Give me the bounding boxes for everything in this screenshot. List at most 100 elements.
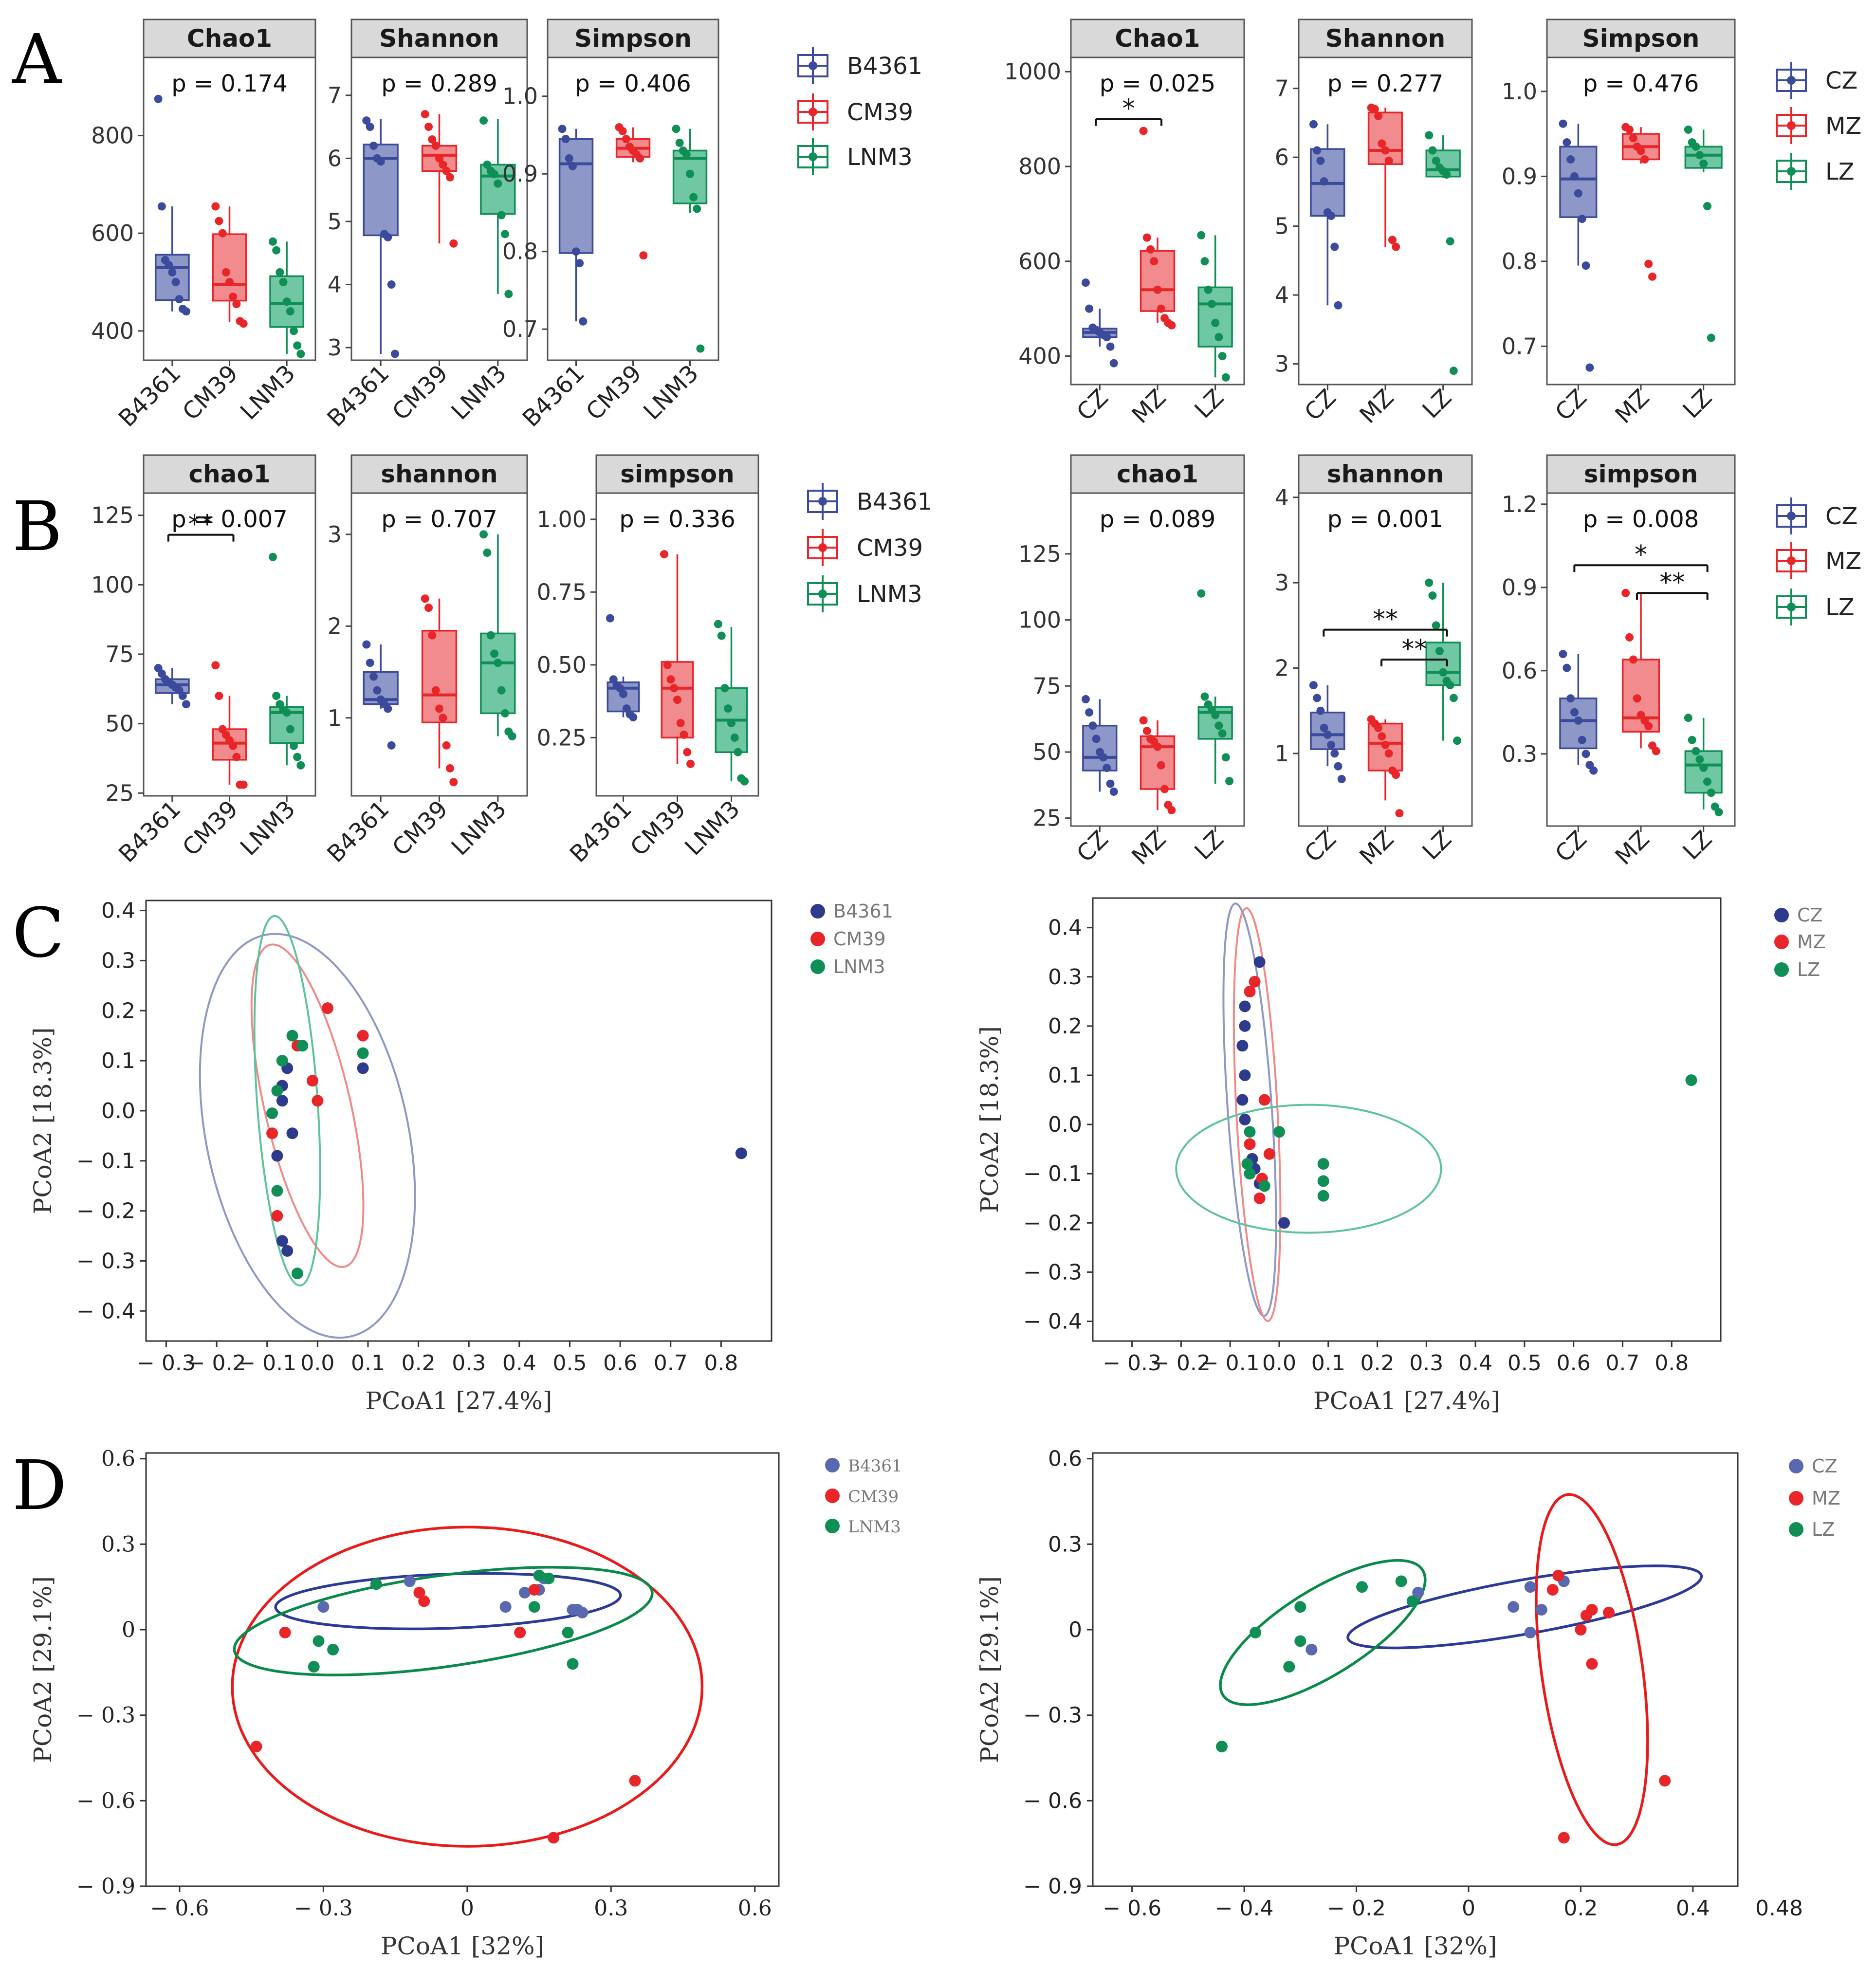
p-value: p = 0.277 — [1327, 70, 1444, 97]
x-tick-label: MZ — [1610, 826, 1655, 870]
data-point — [272, 692, 281, 700]
data-point — [445, 764, 454, 772]
x-tick-label: 0.6 — [738, 1896, 772, 1921]
data-point — [1684, 714, 1692, 722]
data-point — [1337, 775, 1346, 784]
data-point — [1313, 694, 1322, 702]
legend-key-dot — [809, 61, 817, 70]
data-point — [1142, 233, 1151, 242]
data-point — [1586, 1658, 1598, 1670]
series-CM39 — [250, 1584, 641, 1844]
box-MZ — [1621, 123, 1660, 281]
significance-label: ** — [188, 510, 214, 539]
data-point — [494, 659, 502, 667]
box-LZ — [1684, 125, 1723, 342]
x-tick-label: CM39 — [387, 360, 453, 426]
data-point — [312, 1095, 324, 1107]
legend-C-right: CZ MZ LZ — [1774, 904, 1826, 980]
data-point — [269, 552, 277, 561]
legend-D-right: CZ MZ LZ — [1789, 1455, 1840, 1540]
box-CZ — [1559, 650, 1598, 775]
data-point — [1381, 146, 1390, 155]
y-tick-label: 400 — [1018, 343, 1061, 369]
data-point — [1313, 146, 1322, 155]
data-point — [714, 620, 722, 628]
data-point — [1153, 285, 1162, 294]
y-tick-label: 0.75 — [537, 579, 587, 605]
legend-label: LNM3 — [847, 144, 913, 171]
x-tick-label: CZ — [1550, 826, 1592, 868]
y-axis-label: PCoA2 [29.1%] — [29, 1576, 57, 1763]
boxchart-A-right: Chao1 400 600 800 1000 p = 0.025 CZ MZ LZ * Shanno… — [1004, 18, 1861, 429]
data-point — [317, 1601, 330, 1613]
y-tick-label: 4 — [1275, 282, 1289, 308]
data-point — [1109, 359, 1118, 368]
data-point — [1395, 809, 1404, 818]
x-tick-label: 0.4 — [502, 1351, 536, 1376]
data-point — [1589, 766, 1598, 775]
data-point — [272, 246, 281, 255]
y-tick-label: 0 — [122, 1618, 135, 1642]
legend-marker — [1789, 1491, 1803, 1506]
x-tick-label: LZ — [1677, 826, 1717, 865]
plot-frame — [1092, 1452, 1739, 1887]
data-point — [689, 193, 698, 202]
data-point — [1167, 806, 1176, 814]
y-tick-label: 0.9 — [502, 161, 538, 187]
p-value: p = 0.336 — [619, 506, 736, 533]
data-point — [670, 684, 679, 693]
legend-label: LZ — [1825, 158, 1855, 185]
legend-label: LNM3 — [857, 581, 922, 608]
box-LNM3 — [714, 620, 749, 786]
x-tick-label: CM39 — [177, 360, 243, 426]
data-point — [1167, 321, 1176, 330]
x-tick-label: 0.2 — [1563, 1896, 1598, 1921]
data-point — [1249, 975, 1261, 988]
x-tick-label: − 0.2 — [1152, 1351, 1211, 1376]
data-point — [250, 1741, 262, 1753]
data-point — [442, 166, 451, 175]
data-point — [636, 154, 644, 163]
data-point — [1603, 1606, 1615, 1618]
data-point — [1081, 278, 1090, 287]
data-point — [1442, 170, 1451, 179]
data-point — [1703, 202, 1712, 210]
data-point — [366, 659, 374, 667]
data-point — [1244, 1168, 1256, 1180]
x-tick-label: 0.2 — [402, 1351, 436, 1376]
legend-label: LZ — [1797, 959, 1820, 980]
legend-marker — [1774, 935, 1789, 949]
data-point — [1239, 1000, 1251, 1012]
box-CZ — [1309, 681, 1346, 784]
data-point — [1250, 1626, 1262, 1638]
panel-label-c: C — [12, 894, 64, 973]
x-tick-label: − 0.4 — [1215, 1896, 1274, 1921]
x-tick-label: 0.5 — [1508, 1351, 1542, 1376]
data-point — [735, 1147, 747, 1159]
data-point — [1218, 352, 1227, 361]
data-point — [276, 1055, 288, 1067]
data-point — [279, 277, 288, 286]
data-point — [1263, 1148, 1275, 1160]
legend-label: LNM3 — [833, 956, 885, 977]
legend-marker — [825, 1458, 840, 1472]
facet-title: simpson — [620, 460, 735, 488]
legend-C-left: B4361 CM39 LNM3 — [810, 901, 893, 977]
data-point — [1330, 749, 1339, 758]
facet-simpson: Simpson 0.7 0.8 0.9 1.0 p = 0.476 CZ MZ LZ — [1502, 18, 1736, 429]
data-point — [1570, 708, 1579, 717]
scatterchart-D-right: − 0.6 − 0.4 − 0.2 0 0.2 0.4 0.48 − 0.9 − 0.6 − 0.… — [975, 1447, 1840, 1960]
legend-label: MZ — [1825, 548, 1861, 575]
data-point — [1558, 1832, 1570, 1844]
x-axis-label: PCoA1 [27.4%] — [1313, 1387, 1500, 1415]
y-tick-label: 0.0 — [101, 1099, 135, 1123]
data-point — [1714, 808, 1723, 816]
data-point — [357, 1029, 369, 1042]
facet-title: simpson — [1584, 460, 1698, 488]
data-point — [271, 1150, 283, 1162]
data-point — [663, 661, 672, 669]
series-LNM3 — [308, 1569, 579, 1673]
x-tick-label: CZ — [1071, 384, 1114, 426]
data-point — [1392, 242, 1400, 251]
